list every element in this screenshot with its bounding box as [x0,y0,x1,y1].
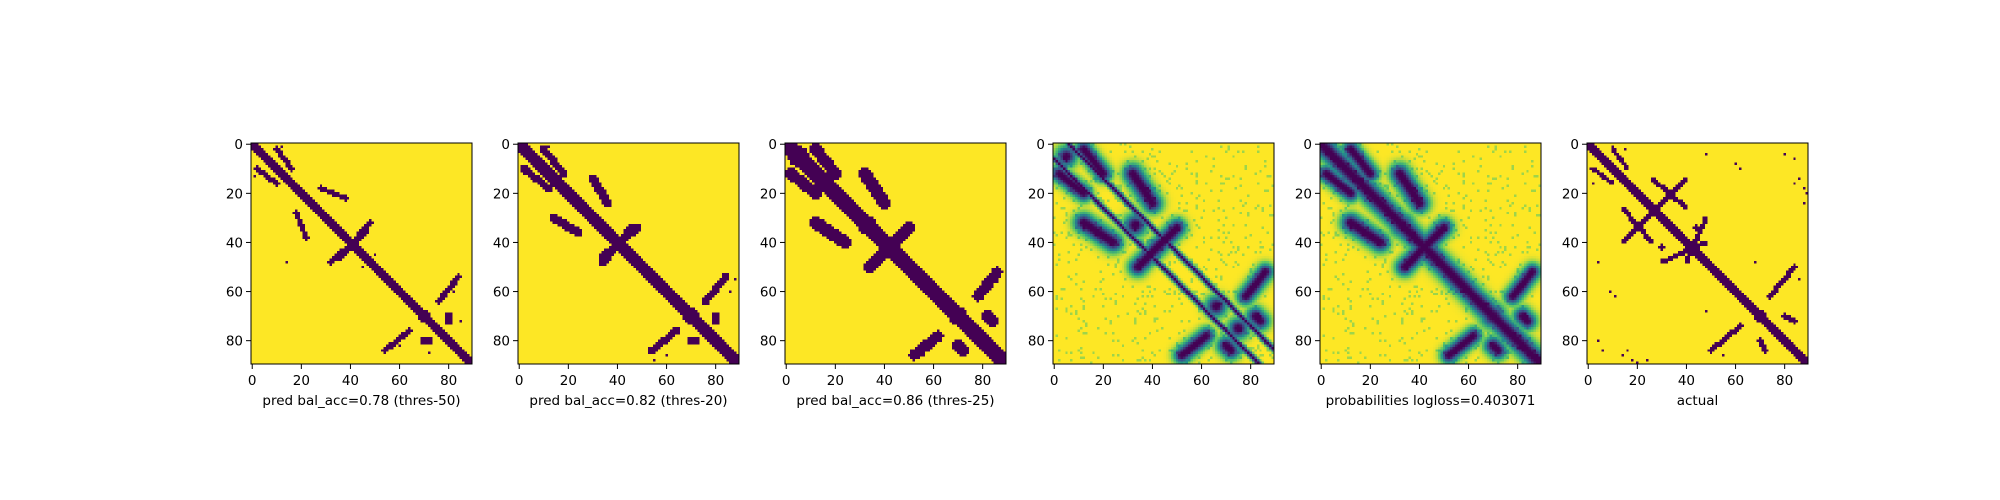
y-tick-label: 20 [1028,186,1045,202]
x-tick-label: 40 [1144,373,1161,389]
x-tick-label: 80 [1242,373,1259,389]
x-axis-label: pred bal_acc=0.78 (thres-50) [262,393,460,409]
panel-3: 0 20 40 60 80 0 20 40 60 80 pred bal_acc=0.86 (thr… [760,137,1007,409]
x-tick-label: 60 [391,373,408,389]
x-tick-label: 80 [1509,373,1526,389]
x-tick-label: 60 [1460,373,1477,389]
x-tick-label: 60 [658,373,675,389]
axes-frame [517,142,740,365]
x-tick-label: 40 [1411,373,1428,389]
panel-4: 0 20 40 60 80 0 20 40 60 80 [1028,137,1275,389]
x-tick-label: 60 [925,373,942,389]
axes-frame [784,142,1007,365]
y-tick-label: 80 [1028,334,1045,350]
x-tick-label: 0 [1584,373,1593,389]
y-tick-label: 80 [760,334,777,350]
y-tick-label: 40 [1562,235,1579,251]
y-tick-label: 40 [493,235,510,251]
x-tick-label: 80 [440,373,457,389]
y-tick-label: 0 [768,137,777,153]
x-tick-label: 0 [782,373,791,389]
heatmap-image [1587,143,1808,364]
y-tick-label: 40 [1028,235,1045,251]
y-tick-label: 80 [493,334,510,350]
y-tick-label: 20 [226,186,243,202]
x-tick-label: 20 [1095,373,1112,389]
x-axis-label: probabilities logloss=0.403071 [1326,393,1536,409]
y-tick-label: 60 [226,285,243,301]
x-tick-label: 80 [707,373,724,389]
y-tick-label: 0 [1036,137,1045,153]
y-tick-label: 20 [1562,186,1579,202]
panels: 0 20 40 60 80 0 20 40 60 80 pred bal_acc=0.78 (thr… [226,137,1809,409]
x-tick-label: 0 [1317,373,1326,389]
panel-2: 0 20 40 60 80 0 20 40 60 80 pred bal_acc=0.82 (thr… [493,137,740,409]
heatmap-image [251,143,472,364]
y-tick-label: 0 [234,137,243,153]
x-tick-label: 0 [248,373,257,389]
x-tick-label: 20 [827,373,844,389]
x-tick-label: 40 [876,373,893,389]
y-tick-label: 60 [1562,285,1579,301]
panel-6: 0 20 40 60 80 0 20 40 60 80 actual [1562,137,1809,409]
y-tick-label: 80 [1295,334,1312,350]
x-tick-label: 40 [1678,373,1695,389]
panel-5: 0 20 40 60 80 0 20 40 60 80 probabilities logloss=… [1295,137,1542,409]
heatmap-image [1053,143,1274,364]
x-tick-label: 20 [560,373,577,389]
heatmap-image [785,143,1006,364]
axes-frame [1319,142,1542,365]
y-tick-label: 20 [493,186,510,202]
x-tick-label: 0 [1050,373,1059,389]
y-tick-label: 20 [760,186,777,202]
y-tick-label: 60 [1295,285,1312,301]
x-axis-label: actual [1677,393,1719,409]
y-tick-label: 20 [1295,186,1312,202]
x-tick-label: 40 [342,373,359,389]
heatmap-image [518,143,739,364]
y-tick-label: 60 [760,285,777,301]
x-tick-label: 20 [1362,373,1379,389]
x-tick-label: 20 [293,373,310,389]
y-tick-label: 40 [760,235,777,251]
y-tick-label: 80 [226,334,243,350]
y-tick-label: 60 [493,285,510,301]
y-tick-label: 0 [501,137,510,153]
heatmap-image [1320,143,1541,364]
x-tick-label: 80 [974,373,991,389]
x-axis-label: pred bal_acc=0.82 (thres-20) [529,393,727,409]
x-tick-label: 20 [1629,373,1646,389]
y-tick-label: 0 [1570,137,1579,153]
x-tick-label: 60 [1727,373,1744,389]
x-axis-label: pred bal_acc=0.86 (thres-25) [796,393,994,409]
axes-frame [250,142,473,365]
x-tick-label: 80 [1776,373,1793,389]
y-tick-label: 40 [226,235,243,251]
axes-frame [1586,142,1809,365]
y-tick-label: 80 [1562,334,1579,350]
y-tick-label: 60 [1028,285,1045,301]
panel-1: 0 20 40 60 80 0 20 40 60 80 pred bal_acc=0.78 (thr… [226,137,473,409]
axes-frame [1052,142,1275,365]
y-tick-label: 40 [1295,235,1312,251]
y-tick-label: 0 [1303,137,1312,153]
x-tick-label: 0 [515,373,524,389]
x-tick-label: 40 [609,373,626,389]
x-tick-label: 60 [1193,373,1210,389]
